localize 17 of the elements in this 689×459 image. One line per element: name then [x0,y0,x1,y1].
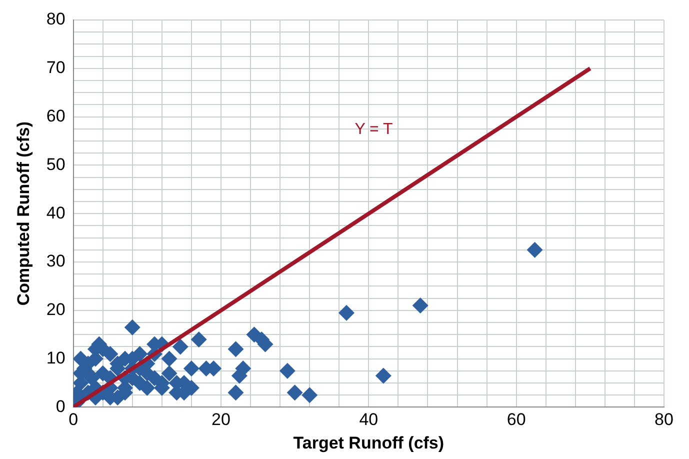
y-tick-label: 20 [46,300,66,320]
y-axis-title: Computed Runoff (cfs) [14,122,33,306]
x-tick-label: 0 [68,410,78,430]
y-tick-label: 30 [46,252,66,271]
x-tick-label: 60 [506,410,526,430]
y-tick-label: 10 [46,348,66,368]
x-tick-label: 20 [212,410,230,430]
y-tick-label: 60 [46,106,66,126]
y-tick-label: 50 [46,154,66,174]
y-tick-label: 0 [56,396,66,416]
y-tick-label: 40 [46,203,66,222]
x-axis-title: Target Runoff (cfs) [293,433,444,452]
x-tick-label: 40 [359,410,378,430]
y-tick-label: 70 [46,58,66,78]
x-tick-label: 80 [654,410,674,430]
y-tick-label: 80 [46,10,66,29]
text: Y = T [354,120,394,138]
